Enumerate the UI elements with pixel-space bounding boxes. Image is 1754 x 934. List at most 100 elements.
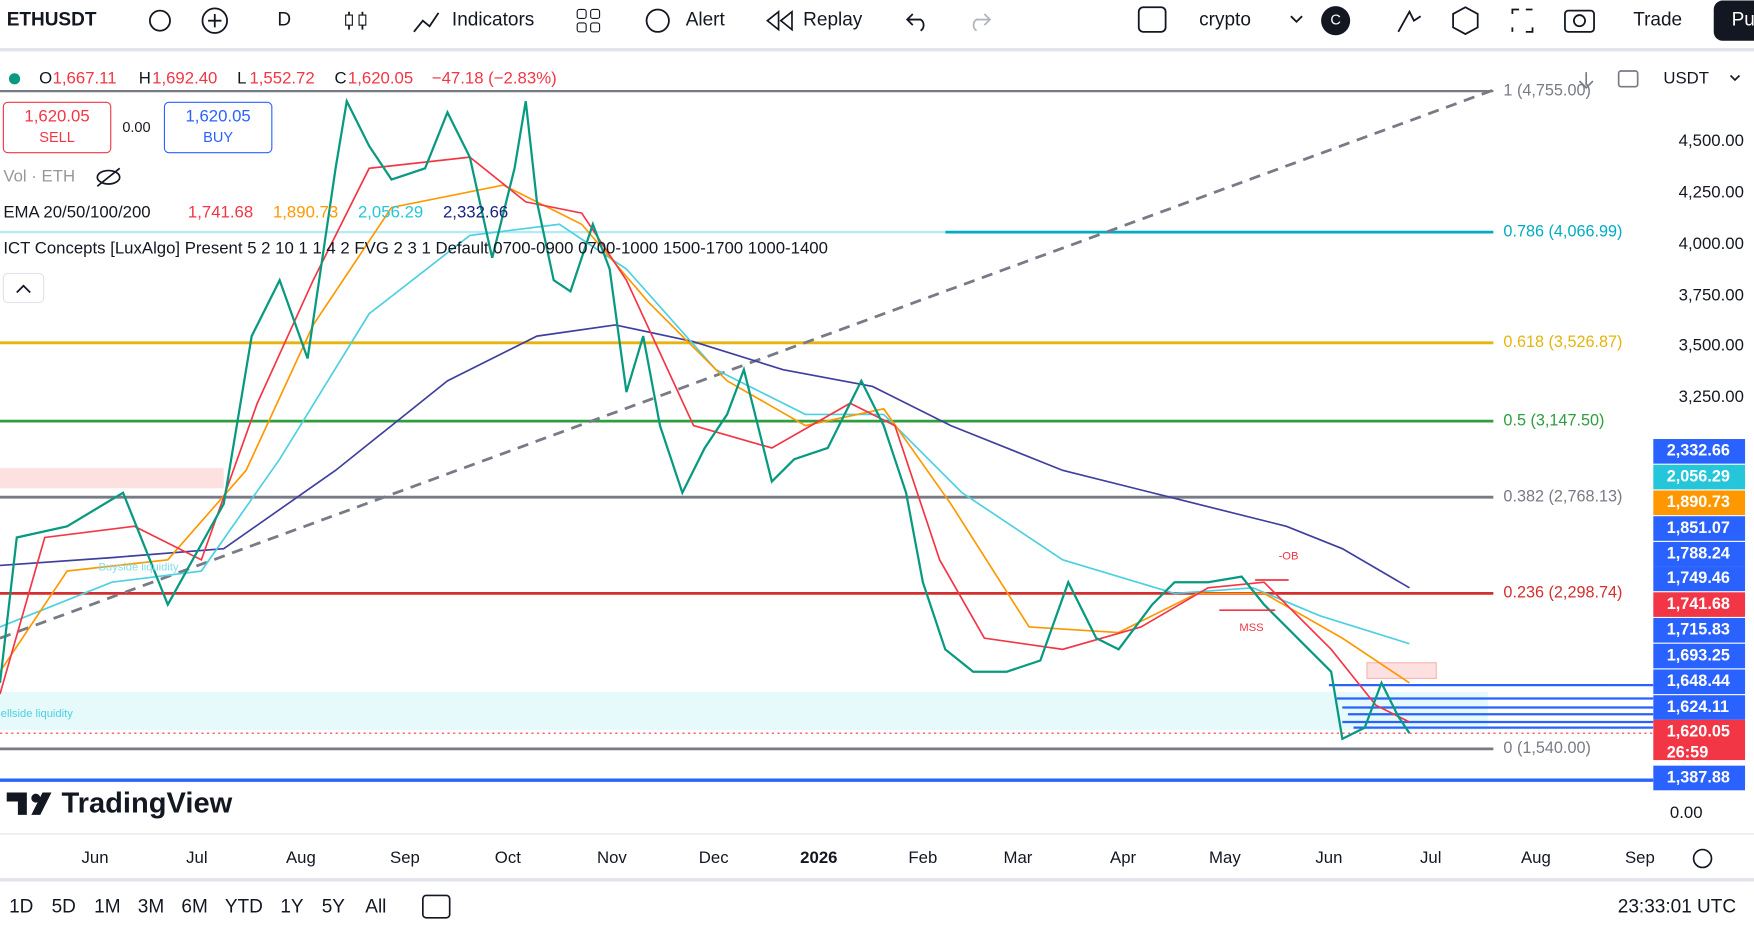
layout-icon[interactable] — [1137, 6, 1167, 33]
time-label: Jun — [1315, 848, 1342, 867]
time-label: Dec — [699, 848, 729, 867]
indicators-button[interactable]: Indicators — [452, 10, 534, 31]
range-button[interactable]: 1Y — [280, 897, 304, 918]
indicators-icon — [413, 12, 440, 33]
price-tag: 2,056.29 — [1667, 467, 1730, 485]
time-label: Nov — [597, 848, 627, 867]
time-label: Oct — [495, 848, 521, 867]
time-label: Feb — [908, 848, 937, 867]
time-label: May — [1209, 848, 1241, 867]
price-tag-bg — [1653, 541, 1746, 567]
currency[interactable]: USDT — [1663, 68, 1709, 87]
time-label: Jul — [186, 848, 207, 867]
layout-name[interactable]: crypto — [1199, 10, 1251, 31]
fvg-zone — [1366, 662, 1437, 679]
price-tag-bg — [1653, 643, 1746, 669]
tv-logo-dot — [31, 793, 41, 803]
alert-icon — [645, 8, 670, 33]
fib-label: 1 (4,755.00) — [1503, 81, 1590, 99]
publish-button[interactable] — [1713, 0, 1754, 41]
compare-icon[interactable] — [201, 7, 228, 34]
snapshot[interactable] — [1564, 9, 1595, 33]
dropdown[interactable] — [1729, 74, 1741, 82]
price-tick: 3,750.00 — [1679, 285, 1744, 304]
countdown: 26:59 — [1667, 744, 1708, 762]
ema200 — [0, 324, 1410, 589]
hidden-icon[interactable] — [96, 169, 121, 185]
trade-button[interactable]: Trade — [1633, 10, 1682, 31]
buyside-label: Buyside liquidity — [98, 562, 179, 574]
fib-label: 0.5 (3,147.50) — [1503, 411, 1604, 429]
quick-search[interactable] — [1397, 9, 1422, 33]
date-range-icon[interactable] — [422, 894, 451, 919]
range-button[interactable]: 5Y — [322, 897, 346, 918]
sell-button[interactable] — [2, 101, 112, 154]
trend-line — [0, 88, 1494, 640]
buy-button[interactable] — [163, 101, 273, 154]
plus — [208, 13, 222, 28]
range-button[interactable]: 1D — [9, 897, 33, 918]
price-tag: 1,851.07 — [1667, 519, 1730, 537]
range-button[interactable]: 3M — [138, 897, 164, 918]
dropdown[interactable] — [1290, 15, 1303, 24]
templates-icon — [590, 8, 601, 19]
publish-label: Pu — [1732, 10, 1754, 31]
interval[interactable]: D — [277, 10, 291, 31]
add-symbol-icon[interactable] — [149, 9, 171, 32]
price-tag: 1,890.73 — [1667, 493, 1730, 511]
replay-icon — [766, 9, 793, 32]
price-tag-bg — [1653, 669, 1746, 695]
legend-high: 1,692.40 — [152, 68, 217, 87]
replay-button[interactable]: Replay — [803, 10, 863, 31]
range-button[interactable]: YTD — [225, 897, 263, 918]
mss-label: MSS — [1239, 622, 1263, 634]
reset-scale[interactable] — [1617, 70, 1639, 88]
legend-low: 1,552.72 — [249, 68, 314, 87]
price-tag: 1,620.05 — [1667, 722, 1730, 740]
scroll-down[interactable] — [1578, 72, 1594, 89]
range-button[interactable]: 6M — [181, 897, 207, 918]
undo[interactable] — [905, 13, 925, 32]
templates-icon[interactable] — [576, 8, 587, 19]
price-tag: 1,788.24 — [1667, 545, 1730, 563]
time-label: Apr — [1110, 848, 1137, 867]
price-tag-bg — [1653, 695, 1746, 720]
spread: 0.00 — [122, 120, 150, 136]
axis-settings[interactable] — [1692, 848, 1713, 869]
alert-button[interactable]: Alert — [686, 10, 726, 31]
price-tick: 3,500.00 — [1679, 336, 1744, 355]
ema50-value: 1,890.73 — [273, 203, 338, 222]
buy-label: BUY — [203, 130, 233, 146]
price-tick: 0.00 — [1670, 803, 1703, 822]
time-label: 2026 — [800, 848, 837, 867]
price-tags: 2,332.66 2,056.29 1,890.73 1,851.07 1,788.24… — [1653, 439, 1746, 791]
fullscreen[interactable] — [1511, 8, 1534, 33]
price-tag-bg — [1653, 516, 1746, 541]
order-lines — [1328, 684, 1654, 729]
price-tag: 1,741.68 — [1667, 595, 1730, 613]
templates-icon — [576, 22, 587, 33]
ob-marker — [1219, 579, 1289, 612]
time-label: Mar — [1004, 848, 1033, 867]
legend-open-label: O — [39, 68, 52, 87]
legend-close-label: C — [334, 68, 346, 87]
symbol[interactable]: ETHUSDT — [7, 10, 97, 31]
collapse-button[interactable] — [2, 272, 45, 304]
settings[interactable] — [1452, 6, 1479, 36]
legend-close: 1,620.05 — [348, 68, 413, 87]
range-button[interactable]: 5D — [52, 897, 76, 918]
price-tag-bg — [1653, 490, 1746, 516]
ob-label: -OB — [1279, 550, 1299, 562]
price-tick: 4,000.00 — [1679, 234, 1744, 253]
price-tag-bg — [1653, 464, 1746, 490]
range-button[interactable]: 1M — [94, 897, 120, 918]
legend-open: 1,667.11 — [53, 68, 117, 87]
time-axis: Jun Jul Aug Sep Oct Nov Dec 2026 Feb Mar Apr May Jun… — [82, 848, 1655, 867]
price-tag-bg — [1653, 719, 1746, 761]
ema100 — [0, 223, 1410, 645]
candle-icon — [358, 14, 367, 26]
range-button[interactable]: All — [365, 897, 386, 918]
avatar[interactable] — [1321, 6, 1351, 36]
redo[interactable] — [972, 13, 992, 32]
templates-icon — [590, 22, 601, 33]
